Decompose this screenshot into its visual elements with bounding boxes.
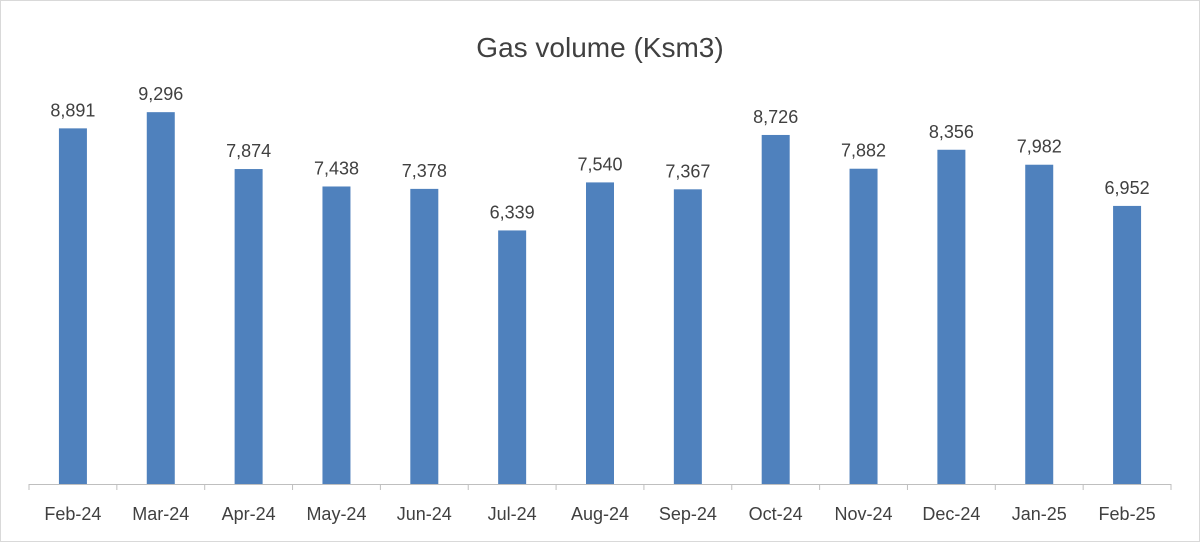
x-tick-label: Aug-24 xyxy=(571,504,629,524)
x-tick-label: Oct-24 xyxy=(749,504,803,524)
bar-dec-24 xyxy=(937,149,966,484)
bar-mar-24 xyxy=(146,112,175,484)
x-tick-label: Sep-24 xyxy=(659,504,717,524)
chart-title: Gas volume (Ksm3) xyxy=(476,32,723,63)
x-tick-label: Mar-24 xyxy=(132,504,189,524)
x-tick-label: Nov-24 xyxy=(835,504,893,524)
data-label: 7,378 xyxy=(402,161,447,181)
x-tick-label: Apr-24 xyxy=(222,504,276,524)
data-labels-group: 8,891 9,296 7,874 7,438 7,378 6,339 7,540 7,367… xyxy=(50,84,1149,222)
data-label: 7,882 xyxy=(841,141,886,161)
bar-oct-24 xyxy=(761,134,790,484)
x-tick-labels-group: Feb-24 Mar-24 Apr-24 May-24 Jun-24 Jul-24 Aug-… xyxy=(44,504,1155,524)
x-tick-label: Jun-24 xyxy=(397,504,452,524)
bars-group xyxy=(58,112,1142,485)
x-tick-label: Jul-24 xyxy=(488,504,537,524)
x-tick-label: May-24 xyxy=(306,504,366,524)
bar-feb-24 xyxy=(58,128,87,485)
data-label: 9,296 xyxy=(138,84,183,104)
bar-apr-24 xyxy=(234,169,263,485)
data-label: 7,540 xyxy=(577,154,622,174)
bar-jan-25 xyxy=(1025,164,1054,484)
bar-sep-24 xyxy=(673,189,702,484)
bar-aug-24 xyxy=(586,182,614,484)
data-label: 7,438 xyxy=(314,158,359,178)
bar-feb-25 xyxy=(1113,205,1142,485)
x-tick-label: Jan-25 xyxy=(1012,504,1067,524)
x-tick-label: Feb-25 xyxy=(1099,504,1156,524)
data-label: 8,726 xyxy=(753,107,798,127)
x-tick-label: Feb-24 xyxy=(44,504,101,524)
x-axis xyxy=(28,484,1172,490)
x-tick-label: Dec-24 xyxy=(922,504,980,524)
data-label: 7,367 xyxy=(665,161,710,181)
data-label: 7,982 xyxy=(1017,137,1062,157)
data-label: 7,874 xyxy=(226,141,271,161)
data-label: 6,339 xyxy=(490,202,535,222)
data-label: 8,891 xyxy=(50,100,95,120)
bar-nov-24 xyxy=(849,168,878,484)
bar-jul-24 xyxy=(498,230,527,484)
data-label: 8,356 xyxy=(929,122,974,142)
bar-may-24 xyxy=(322,186,351,485)
bar-jun-24 xyxy=(410,188,439,484)
data-label: 6,952 xyxy=(1105,178,1150,198)
